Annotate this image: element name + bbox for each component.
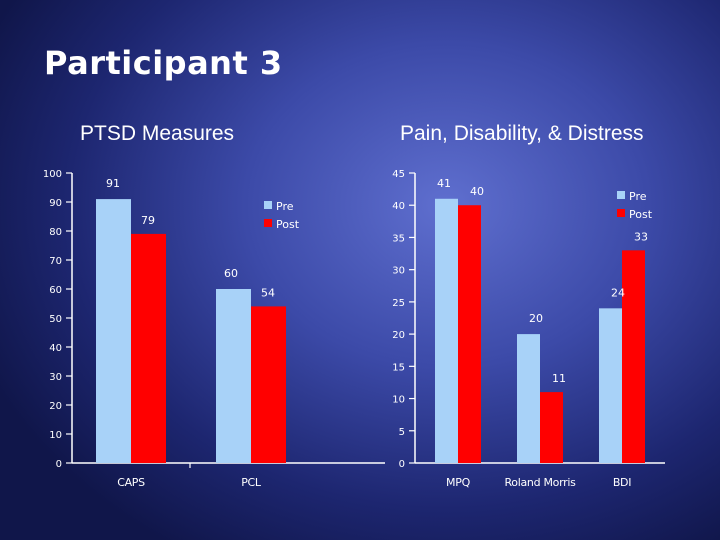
data-label-post: 40: [470, 185, 484, 198]
bar-pre-roland-morris: [517, 334, 540, 463]
bar-pre-caps: [96, 199, 131, 463]
y-tick-label: 0: [56, 459, 62, 470]
y-tick-label: 35: [392, 233, 405, 244]
y-tick-label: 15: [392, 362, 405, 373]
bar-pre-bdi: [599, 308, 622, 463]
chart-title-pain: Pain, Disability, & Distress: [400, 122, 644, 145]
data-label-pre: 91: [106, 177, 120, 190]
legend-swatch-pre: [617, 191, 625, 199]
bar-post-roland-morris: [540, 392, 563, 463]
bar-post-mpq: [458, 205, 481, 463]
legend-label-post: Post: [276, 218, 300, 231]
y-tick-label: 80: [49, 227, 62, 238]
y-tick-label: 70: [49, 256, 62, 267]
legend-label-pre: Pre: [276, 200, 294, 213]
data-label-pre: 24: [611, 286, 625, 299]
y-tick-label: 45: [392, 169, 405, 180]
data-label-post: 33: [634, 230, 648, 243]
x-category-label: PCL: [241, 476, 262, 489]
y-tick-label: 40: [392, 201, 405, 212]
x-category-label: CAPS: [117, 476, 145, 489]
x-category-label: Roland Morris: [504, 476, 576, 489]
x-category-label: BDI: [613, 476, 631, 489]
legend-label-pre: Pre: [629, 190, 647, 203]
y-tick-label: 90: [49, 198, 62, 209]
y-tick-label: 20: [49, 401, 62, 412]
data-label-pre: 60: [224, 267, 238, 280]
y-tick-label: 50: [49, 314, 62, 325]
slide-title: Participant 3: [44, 44, 283, 82]
bar-post-bdi: [622, 250, 645, 463]
legend-label-post: Post: [629, 208, 653, 221]
y-tick-label: 30: [49, 372, 62, 383]
y-tick-label: 30: [392, 266, 405, 277]
data-label-post: 11: [552, 372, 566, 385]
y-tick-label: 10: [49, 430, 62, 441]
y-tick-label: 0: [399, 459, 405, 470]
data-label-post: 54: [261, 286, 275, 299]
legend-swatch-post: [264, 219, 272, 227]
y-tick-label: 60: [49, 285, 62, 296]
data-label-pre: 20: [529, 312, 543, 325]
bar-post-caps: [131, 233, 166, 463]
x-category-label: MPQ: [446, 476, 471, 489]
y-tick-label: 10: [392, 395, 405, 406]
y-tick-label: 20: [392, 330, 405, 341]
y-tick-label: 40: [49, 343, 62, 354]
y-tick-label: 25: [392, 298, 405, 309]
data-label-pre: 41: [437, 177, 451, 190]
bar-post-pcl: [251, 306, 286, 463]
chart-title-ptsd: PTSD Measures: [80, 122, 235, 145]
legend-swatch-pre: [264, 201, 272, 209]
bar-pre-mpq: [435, 198, 458, 463]
bar-pre-pcl: [216, 289, 251, 463]
y-tick-label: 100: [43, 169, 62, 180]
legend-swatch-post: [617, 209, 625, 217]
data-label-post: 79: [141, 214, 155, 227]
y-tick-label: 5: [399, 427, 405, 438]
